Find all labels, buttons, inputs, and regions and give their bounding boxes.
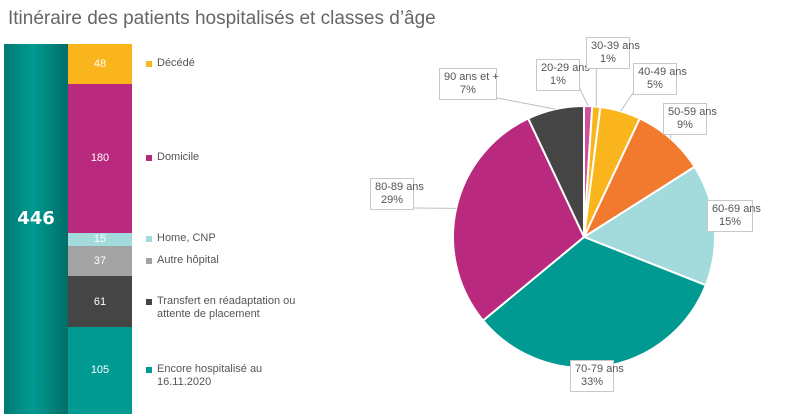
pie-leader-line bbox=[620, 92, 634, 112]
pie-label-percent: 7% bbox=[460, 84, 476, 96]
legend-swatch bbox=[146, 155, 152, 162]
legend: Décédé Domicile Home, CNP Autre hôpital Tran… bbox=[146, 0, 346, 414]
bar-segment-label: 61 bbox=[93, 295, 107, 308]
legend-label: Domicile bbox=[157, 151, 200, 164]
legend-label: Décédé bbox=[157, 56, 195, 69]
legend-swatch bbox=[146, 257, 152, 264]
pie-leader-line bbox=[579, 88, 589, 107]
pie-label-percent: 29% bbox=[380, 194, 404, 206]
pie-label-category: 30-39 ans bbox=[591, 40, 640, 52]
stacked-bar: 48 180 15 37 61 105 bbox=[68, 44, 132, 414]
bar-segment-1: 48 bbox=[68, 44, 132, 84]
bar-segment-label: 180 bbox=[90, 152, 110, 165]
legend-item: Encore hospitalisé au 16.11.2020 bbox=[146, 363, 317, 389]
pie-label-category: 70-79 ans bbox=[575, 363, 624, 375]
legend-item: Home, CNP bbox=[146, 232, 317, 245]
pie-label-percent: 33% bbox=[580, 376, 604, 388]
legend-label: Autre hôpital bbox=[157, 253, 219, 266]
bar-segment-label: 15 bbox=[93, 233, 107, 246]
bar-segment-label: 48 bbox=[93, 57, 107, 70]
chart-title: Itinéraire des patients hospitalisés et … bbox=[8, 8, 436, 29]
bar-segment-label: 37 bbox=[93, 254, 107, 267]
legend-item: Transfert en réadaptation ou attente de … bbox=[146, 295, 317, 321]
legend-swatch bbox=[146, 367, 152, 374]
pie-label-category: 50-59 ans bbox=[668, 106, 717, 118]
legend-item: Domicile bbox=[146, 151, 317, 164]
legend-label: Encore hospitalisé au 16.11.2020 bbox=[157, 363, 263, 389]
total-bar bbox=[4, 44, 68, 414]
bar-segment-2: 180 bbox=[68, 83, 132, 234]
pie-label-4: 50-59 ans 9% bbox=[663, 103, 717, 135]
legend-label: Home, CNP bbox=[157, 232, 216, 245]
pie-label-category: 40-49 ans bbox=[638, 66, 687, 78]
pie-label-category: 80-89 ans bbox=[375, 181, 424, 193]
pie-label-percent: 5% bbox=[647, 79, 663, 91]
pie-label-category: 20-29 ans bbox=[541, 62, 590, 74]
legend-item: Autre hôpital bbox=[146, 254, 317, 267]
pie-label-8: 90 ans et +7% bbox=[439, 68, 499, 100]
pie-label-1: 20-29 ans 1% bbox=[536, 59, 590, 91]
pie-label-6: 70-79 ans 33% bbox=[570, 360, 624, 392]
pie-label-category: 90 ans et + bbox=[444, 71, 499, 83]
pie-label-3: 40-49 ans 5% bbox=[633, 63, 687, 95]
bar-segment-6: 105 bbox=[68, 326, 132, 414]
pie-label-percent: 1% bbox=[600, 53, 616, 65]
pie-label-2: 30-39 ans 1% bbox=[586, 37, 640, 69]
pie-label-percent: 15% bbox=[718, 216, 742, 228]
bar-segment-4: 37 bbox=[68, 245, 132, 277]
pie-leader-line bbox=[496, 97, 556, 110]
total-label: 446 bbox=[17, 208, 55, 229]
pie-slice-8 bbox=[526, 104, 585, 238]
legend-swatch bbox=[146, 60, 152, 67]
bar-segment-label: 105 bbox=[90, 364, 110, 377]
legend-item: Décédé bbox=[146, 57, 317, 70]
legend-swatch bbox=[146, 236, 152, 243]
pie-label-category: 60-69 ans bbox=[712, 203, 761, 215]
pie-label-7: 80-89 ans 29% bbox=[370, 178, 424, 210]
bar-segment-3: 15 bbox=[68, 233, 132, 246]
legend-swatch bbox=[146, 298, 152, 305]
legend-label: Transfert en réadaptation ou attente de … bbox=[157, 294, 296, 320]
pie-label-percent: 1% bbox=[550, 75, 566, 87]
pie-label-percent: 9% bbox=[677, 119, 693, 131]
pie-label-5: 60-69 ans 15% bbox=[707, 200, 761, 232]
bar-segment-5: 61 bbox=[68, 276, 132, 327]
